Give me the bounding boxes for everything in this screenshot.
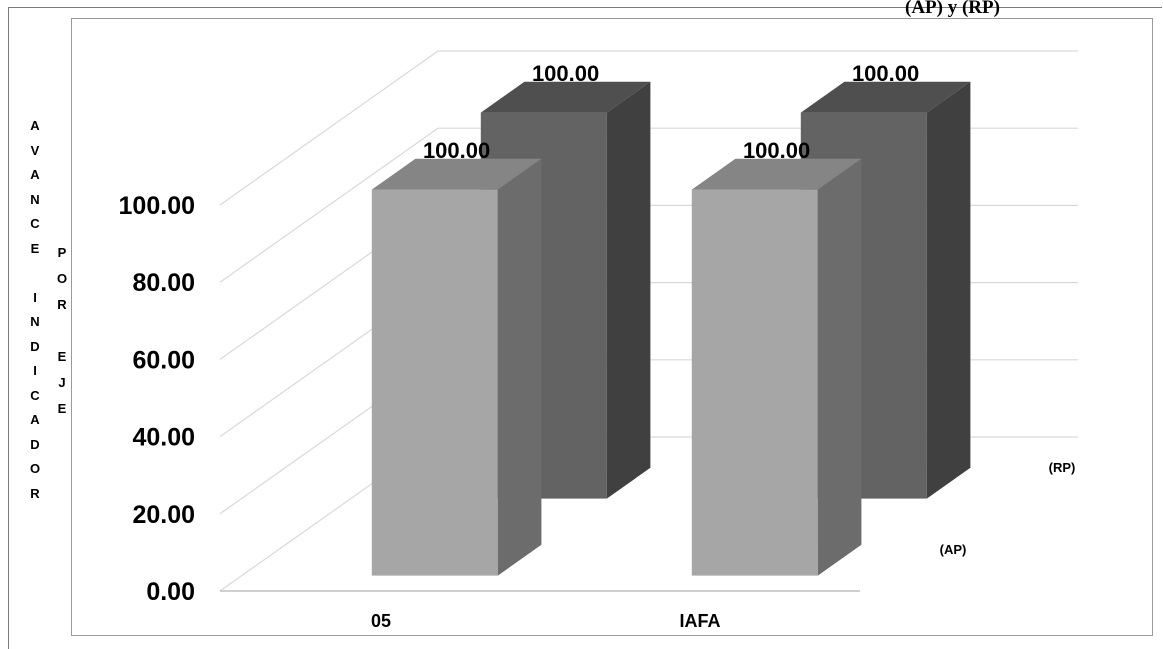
y-tick-label: 100.00 (119, 192, 195, 220)
y-axis-label-char: E (57, 349, 67, 364)
series-label: (AP) (940, 542, 967, 557)
chart-frame: (AP) y (RP) (8, 0, 1162, 649)
gridline (219, 50, 1078, 206)
y-axis-label-char: N (30, 314, 40, 329)
bar-side-face (606, 81, 651, 499)
bar-top-face (480, 81, 651, 113)
bar-top-face (691, 158, 862, 190)
data-label: 100.00 (852, 61, 919, 86)
y-axis-label-char (26, 261, 44, 286)
y-tick-label: 20.00 (132, 501, 195, 529)
plot-area (71, 18, 1153, 636)
y-tick-label: 40.00 (132, 424, 195, 452)
x-category-label: 05 (371, 611, 391, 631)
y-tick-label: 80.00 (132, 269, 195, 297)
data-label: 100.00 (532, 61, 599, 86)
y-axis-label-char: A (30, 167, 40, 182)
bar-side-face (817, 158, 862, 576)
y-axis-label-char: N (30, 191, 40, 207)
y-axis-label-char: V (30, 142, 40, 158)
y-axis-label-char: O (29, 461, 41, 476)
y-axis-label-char: I (33, 363, 37, 378)
data-label: 100.00 (423, 138, 490, 163)
y-axis-label-char: C (30, 216, 40, 231)
y-axis-label-char: R (57, 297, 67, 312)
y-axis-label-char: E (30, 240, 40, 256)
y-axis-label-char: A (30, 412, 40, 427)
bar-side-face (926, 81, 971, 499)
bar-top-face (800, 81, 971, 113)
y-tick-label: 60.00 (132, 346, 195, 374)
bar-front-face (371, 189, 498, 576)
y-axis-label-char (53, 318, 71, 344)
y-axis-label-char: C (30, 387, 40, 403)
header-title-fragment: (AP) y (RP) (905, 0, 1000, 18)
x-category-label: IAFA (679, 611, 720, 631)
y-axis-label-char: D (30, 338, 40, 354)
data-label: 100.00 (743, 138, 810, 163)
y-axis-label-char: D (30, 436, 40, 452)
y-axis-label-char: J (58, 375, 66, 390)
y-tick-label: 0.00 (146, 578, 195, 606)
bar-top-face (371, 158, 542, 190)
y-axis-label-char: I (33, 289, 37, 305)
bar-side-face (497, 158, 542, 576)
y-axis-label-char: O (56, 271, 68, 286)
y-axis-label-char: R (30, 485, 40, 501)
y-axis-label-char: P (57, 245, 67, 260)
y-axis-label-char: A (30, 118, 40, 133)
bar-front-face (691, 189, 818, 576)
series-label: (RP) (1049, 460, 1076, 475)
y-axis-label-char: E (57, 401, 67, 416)
